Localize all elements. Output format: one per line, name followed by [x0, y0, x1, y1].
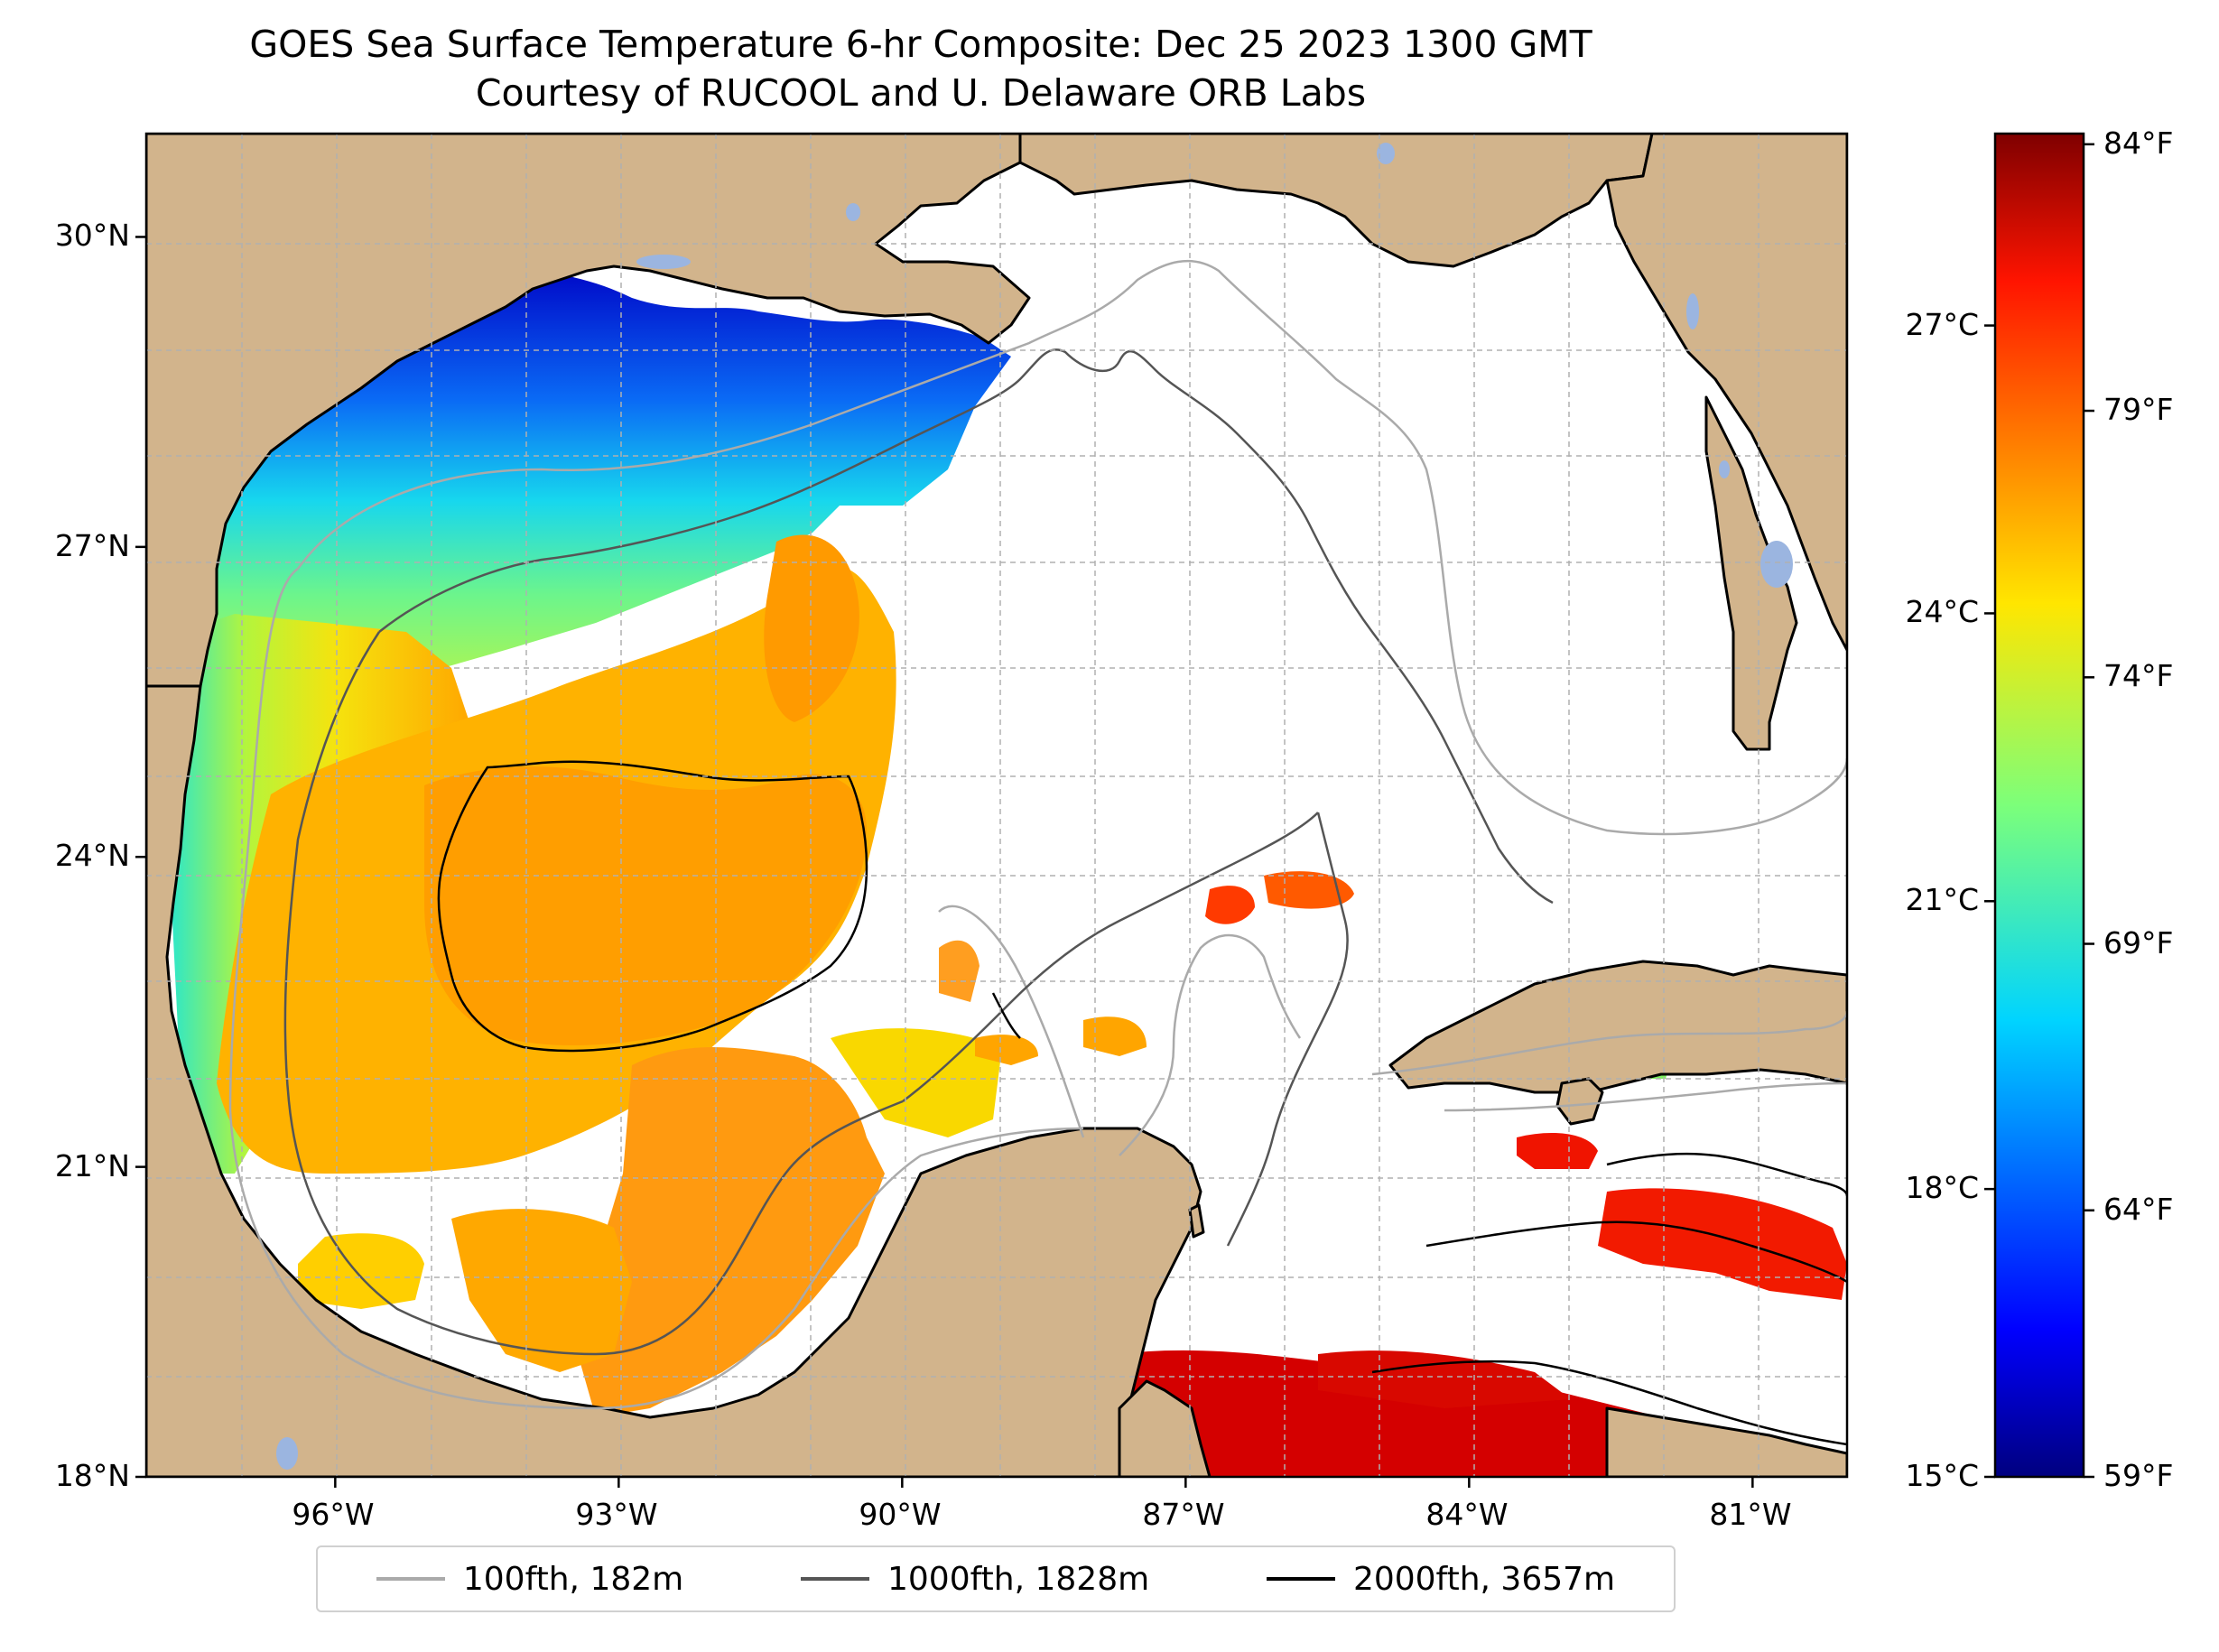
- legend-swatch-100fth: [376, 1577, 445, 1581]
- lat-tick-label: 27°N: [54, 527, 130, 563]
- title-line-2: Courtesy of RUCOOL and U. Delaware ORB L…: [475, 71, 1367, 115]
- map-frame: [144, 132, 1849, 1479]
- celsius-tick-label: 21°C: [1905, 882, 1979, 918]
- fahrenheit-tick-label: 69°F: [2103, 924, 2174, 961]
- sst-mid-patch-3: [1083, 1016, 1147, 1056]
- lake-4: [846, 203, 860, 221]
- lake-3: [636, 255, 691, 269]
- lon-tick-label: 84°W: [1425, 1497, 1509, 1532]
- land-florida-peninsula: [1605, 134, 1847, 652]
- lon-tick-label: 87°W: [1142, 1497, 1225, 1532]
- lake-6: [276, 1437, 298, 1470]
- lake-2: [1719, 460, 1730, 478]
- sst-yucatan-shelf-edge: [831, 1028, 1002, 1137]
- land-honduras: [1605, 1406, 1847, 1477]
- sst-campeche: [578, 1047, 885, 1417]
- sst-nw-shelf: [212, 269, 1011, 993]
- lon-tick-label: 90°W: [859, 1497, 942, 1532]
- bathymetry-1000fth: [283, 348, 1554, 1356]
- celsius-tick-label: 15°C: [1905, 1458, 1979, 1493]
- sst-layer: [172, 269, 1847, 1477]
- fahrenheit-tick-label: 64°F: [2103, 1191, 2174, 1227]
- sst-loop-core: [424, 766, 867, 1046]
- legend-item-2000fth: 2000fth, 3657m: [1266, 1560, 1616, 1598]
- gridlines: [146, 134, 1847, 1477]
- land-us-gulf-coast: [146, 134, 1031, 688]
- celsius-tick-label: 18°C: [1905, 1170, 1979, 1206]
- colorbar-gradient: [1993, 132, 2085, 1479]
- lake-5: [1377, 143, 1395, 164]
- legend-item-1000fth: 1000fth, 1828m: [801, 1561, 1149, 1598]
- bathymetry-2000fth: [437, 760, 1847, 1446]
- sst-bay-west: [451, 1209, 632, 1372]
- lake-okeechobee: [1760, 541, 1793, 588]
- sst-campeche-south: [298, 1233, 424, 1309]
- lakes-layer: [276, 143, 1793, 1470]
- fahrenheit-tick-label: 59°F: [2103, 1458, 2174, 1493]
- sst-caribbean-south: [1119, 1350, 1715, 1477]
- legend-label-100fth: 100fth, 182m: [462, 1560, 684, 1598]
- celsius-tick-label: 24°C: [1905, 594, 1979, 630]
- fahrenheit-tick-label: 79°F: [2103, 392, 2174, 428]
- sst-caribbean-patch-1: [1205, 886, 1255, 924]
- lat-tick-label: 30°N: [54, 218, 130, 254]
- fahrenheit-tick-label: 84°F: [2103, 125, 2174, 161]
- lat-tick-label: 21°N: [54, 1147, 130, 1183]
- legend-label-2000fth: 2000fth, 3657m: [1352, 1560, 1616, 1598]
- sst-loop-east: [764, 534, 859, 722]
- title-line-1: GOES Sea Surface Temperature 6-hr Compos…: [249, 23, 1592, 66]
- land-mexico-west: [146, 684, 1202, 1477]
- sst-mid-patch-1: [939, 940, 980, 1002]
- sst-mid-patch-2: [975, 1035, 1038, 1065]
- legend-swatch-2000fth: [1266, 1577, 1335, 1581]
- land-central-america: [1118, 1379, 1212, 1477]
- sst-caribbean-south-2: [1318, 1350, 1571, 1408]
- lon-tick-label: 93°W: [575, 1497, 658, 1532]
- lon-tick-label: 96°W: [292, 1497, 375, 1532]
- land-layer: [146, 134, 1847, 1477]
- sst-cayman-1: [1517, 1133, 1598, 1169]
- legend-item-100fth: 100fth, 182m: [376, 1561, 683, 1598]
- bathymetry-legend: 100fth, 182m 1000fth, 1828m 2000fth, 365…: [316, 1545, 1676, 1612]
- lake-1: [1686, 293, 1699, 329]
- bathymetry-100fth: [228, 259, 1847, 1410]
- lat-tick-label: 24°N: [54, 838, 130, 874]
- sst-caribbean-patch-2: [1264, 871, 1354, 909]
- colorbar-ticks: [1984, 143, 2094, 1479]
- lon-tick-label: 81°W: [1709, 1497, 1792, 1532]
- fahrenheit-tick-label: 74°F: [2103, 658, 2174, 694]
- sst-cayman-2: [1598, 1188, 1847, 1300]
- lat-tick-label: 18°N: [54, 1458, 130, 1493]
- chart-title: GOES Sea Surface Temperature 6-hr Compos…: [0, 20, 1842, 117]
- land-florida-tip: [1704, 395, 1798, 751]
- legend-swatch-1000fth: [801, 1577, 869, 1581]
- map-ticks: [135, 236, 1754, 1488]
- land-cozumel: [1188, 1203, 1205, 1239]
- legend-label-1000fth: 1000fth, 1828m: [887, 1560, 1150, 1598]
- land-cuba: [1388, 960, 1847, 1094]
- celsius-tick-label: 27°C: [1905, 306, 1979, 342]
